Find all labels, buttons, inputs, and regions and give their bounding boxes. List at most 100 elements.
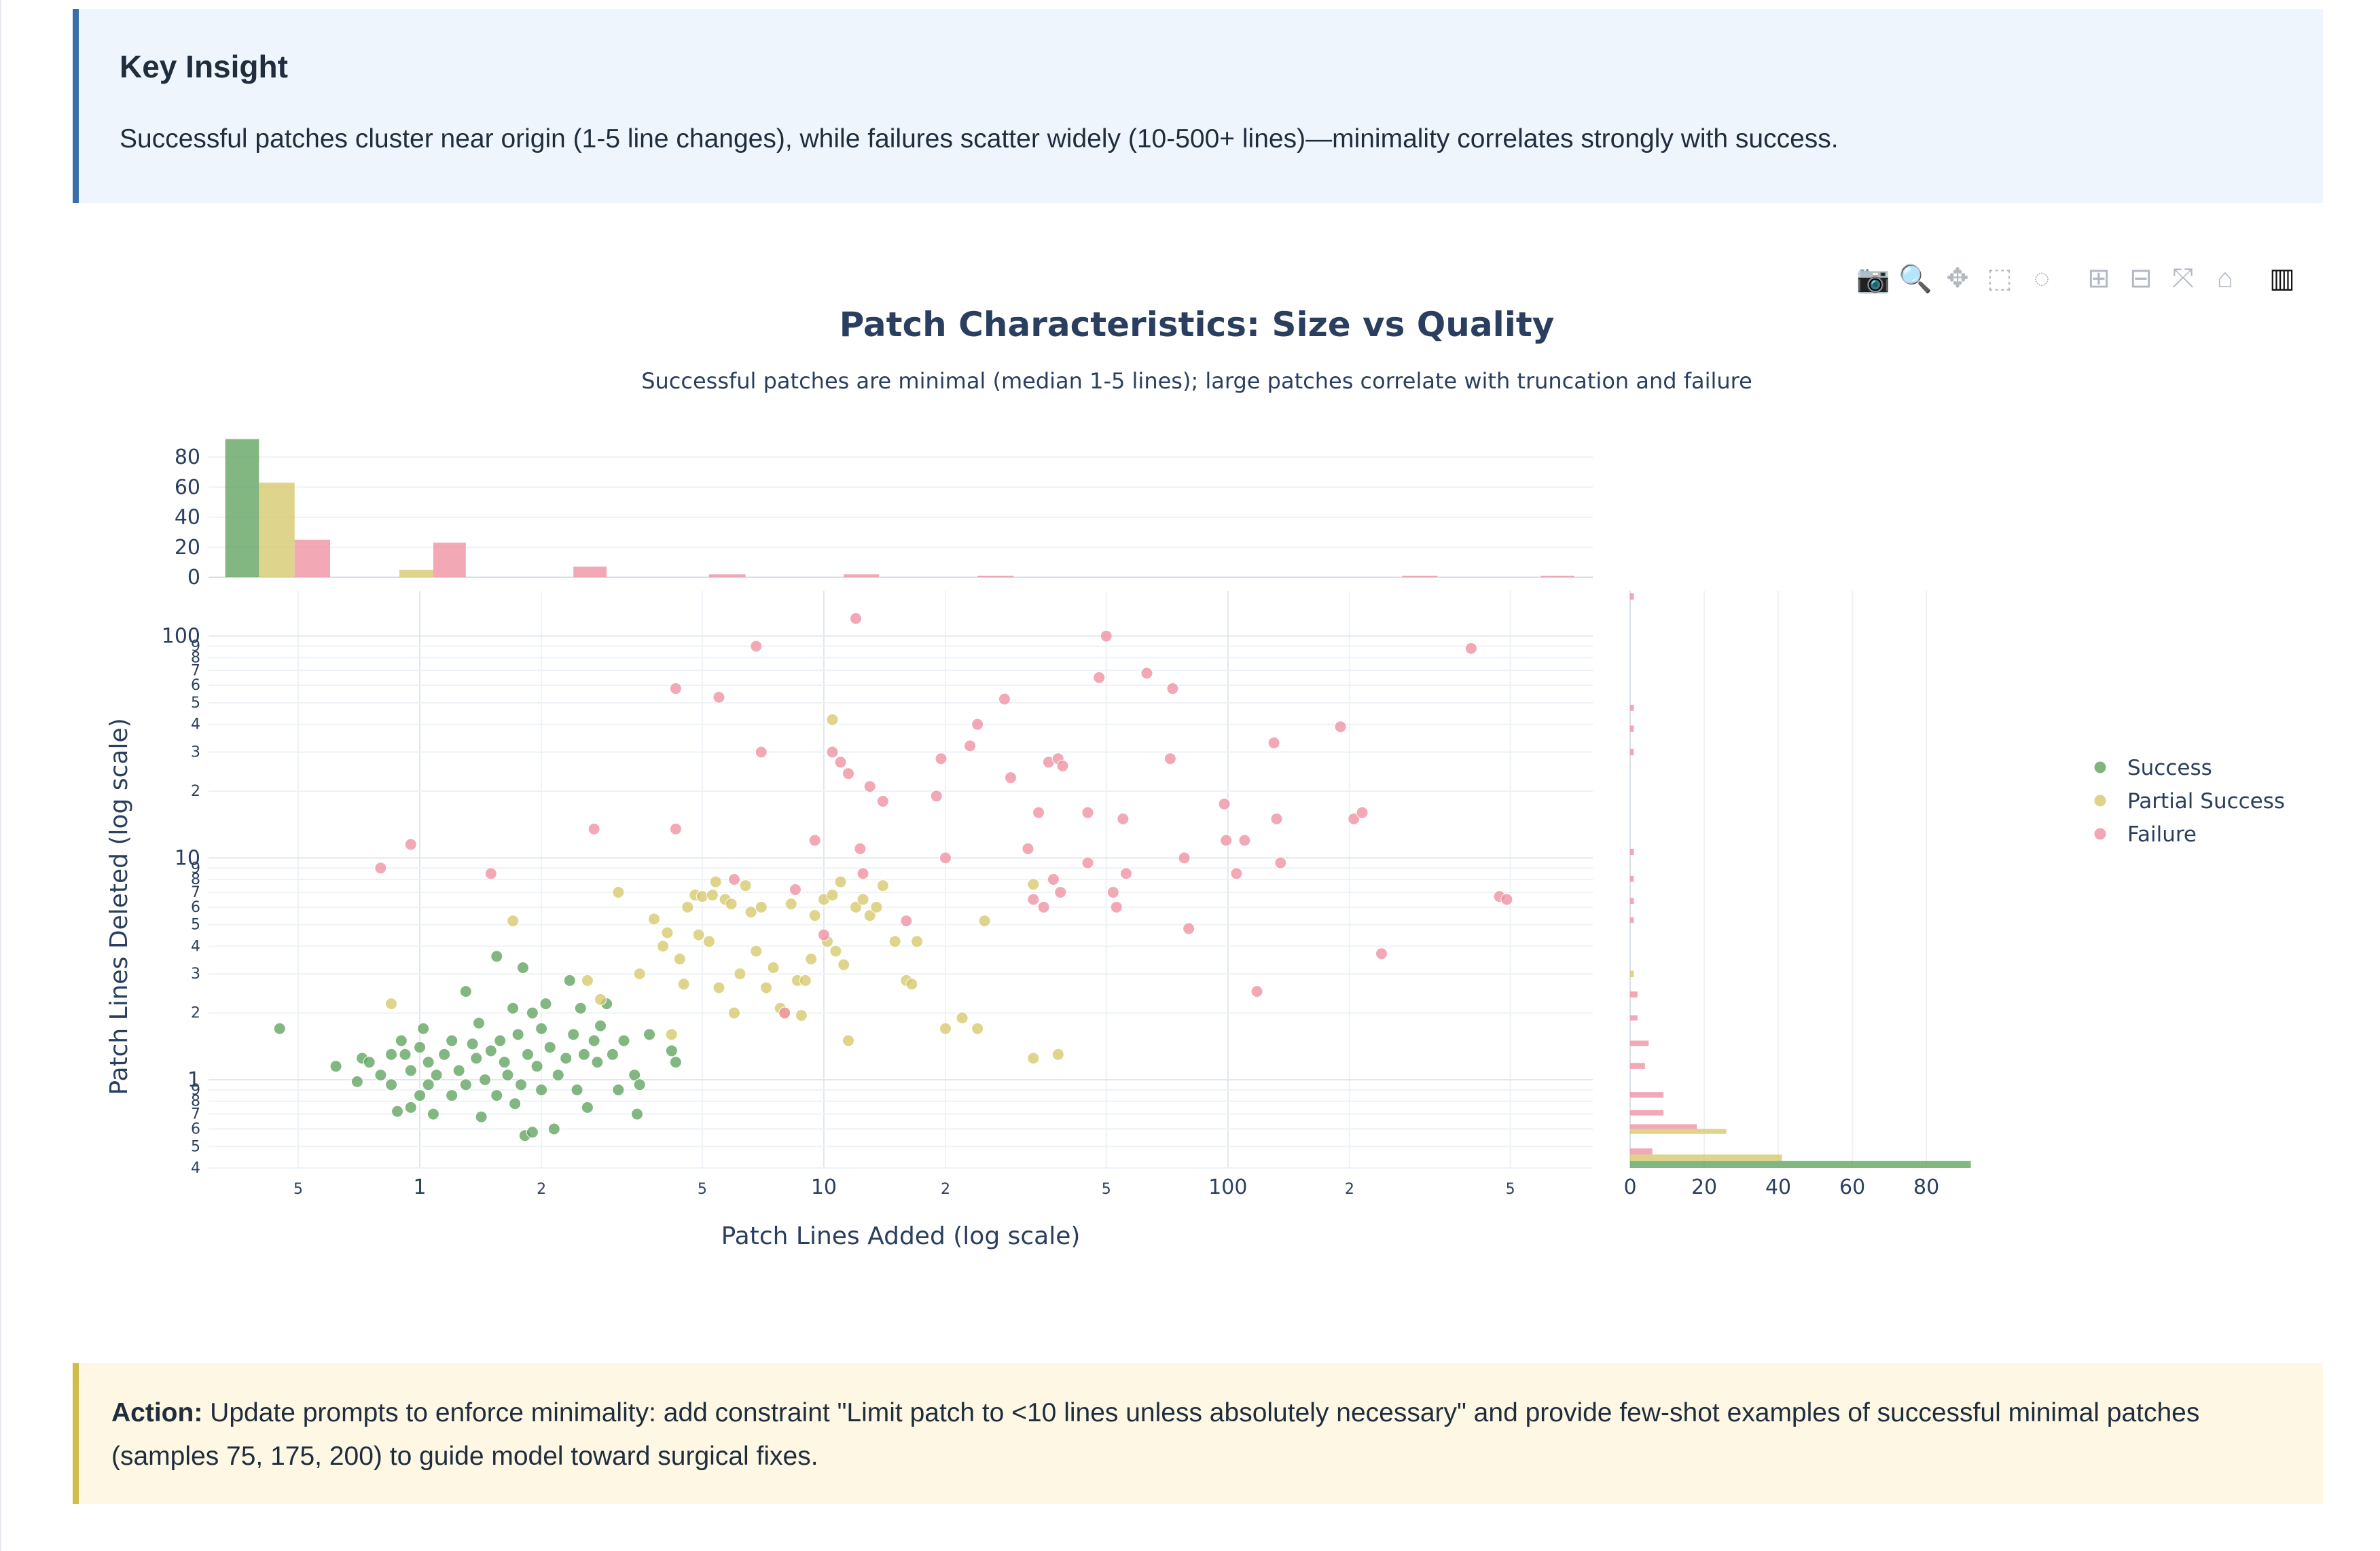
scatter-point [1334,720,1347,733]
top-hist-bar [844,574,880,577]
legend-item[interactable]: Failure [2094,822,2197,847]
key-insight-title: Key Insight [120,49,288,84]
scatter-point [438,1048,451,1061]
scatter-point [978,915,991,928]
scatter-point [446,1034,458,1047]
scatter-point [612,1083,625,1096]
scatter-point [1119,867,1132,880]
scatter-point [404,838,417,851]
right-hist-bar [1630,1129,1727,1134]
top-hist-bar [708,574,746,577]
scatter-point [805,953,818,966]
plotly-logo-icon[interactable]: ▥ [2269,263,2295,293]
scatter-point [760,981,773,994]
scatter-point [577,1048,590,1061]
y-axis-title: Patch Lines Deleted (log scale) [105,718,133,1095]
scatter-point [581,1101,594,1114]
scatter-point [1267,736,1280,749]
scatter-point [863,780,876,793]
scatter-point [1027,893,1040,906]
scatter-point [681,900,694,913]
scatter-point [935,752,948,765]
scatter-point [515,1078,528,1091]
scatter-point [665,1044,678,1057]
scatter-point [571,1083,583,1096]
series-partial-success [385,713,1064,1065]
y-tick-label: 6 [191,677,200,694]
scatter-point [404,1101,417,1114]
scatter-point [1166,682,1179,695]
scatter-point [1047,873,1060,886]
autoscale-icon[interactable]: ⤧ [2172,263,2194,293]
scatter-point [1218,797,1231,810]
scatter-grid [209,591,1593,1169]
lasso-select-icon[interactable]: ◌ [2034,263,2050,293]
scatter-point [543,1041,556,1054]
scatter-point [829,945,842,957]
scatter-point [702,935,715,948]
scatter-point [998,693,1011,706]
x-tick-label: 2 [941,1181,950,1198]
series-success [273,950,682,1142]
right-hist-bar [1630,1110,1664,1116]
legend-item[interactable]: Partial Success [2094,789,2286,814]
scatter-point [1238,834,1251,847]
zoom-in-icon[interactable]: ⊞ [2087,263,2110,293]
scatter-point [739,879,752,892]
box-select-icon[interactable]: ⬚ [1987,263,2013,293]
action-text: Action: Update prompts to enforce minima… [111,1391,2278,1478]
y-tick-label: 8 [191,871,200,888]
scatter-point [350,1075,363,1088]
scatter-point [900,915,913,928]
scatter-point [665,1028,678,1041]
zoom-icon[interactable]: 🔍 [1898,263,1932,294]
top-hist-tick-label: 60 [175,475,200,499]
zoom-out-icon[interactable]: ⊟ [2129,263,2152,293]
scatter-point [1004,771,1017,784]
scatter-point [1032,806,1045,819]
scatter-point [509,1097,522,1110]
scatter-point [374,1069,387,1082]
scatter-point [1348,812,1360,825]
x-tick-label: 5 [1506,1181,1515,1198]
top-hist-bar [1540,575,1574,577]
x-tick-label: 10 [811,1175,837,1199]
right-hist-bar [1630,1015,1638,1021]
right-hist-tick-label: 20 [1691,1175,1717,1199]
scatter-point [808,834,821,847]
scatter-point [475,1110,488,1123]
chart-container: 📷 🔍 ✥ ⬚ ◌ ⊞ ⊟ ⤧ ⌂ ▥ Patch Characteristics: Size v… [73,238,2323,1338]
scatter-point [385,1048,398,1061]
scatter-point [834,756,847,769]
action-callout: Action: Update prompts to enforce minima… [73,1363,2323,1504]
scatter-point [876,879,889,892]
y-tick-label: 4 [191,716,200,733]
scatter-point [273,1022,286,1035]
top-hist-bar [294,539,331,577]
scatter-point [755,900,768,913]
scatter-point [547,1123,560,1135]
scatter-point [850,612,863,625]
scatter-point [910,935,923,948]
reset-axes-icon[interactable]: ⌂ [2216,263,2234,293]
scatter-point [1054,886,1067,898]
scatter-point [363,1056,376,1069]
scatter-point [374,862,387,875]
legend-label: Partial Success [2127,789,2285,814]
y-tick-label: 9 [191,638,200,655]
camera-icon[interactable]: 📷 [1856,263,1890,294]
scatter-point [1110,900,1123,913]
scatter-point [484,867,497,880]
scatter-point [1051,1048,1064,1061]
pan-icon[interactable]: ✥ [1946,263,1969,293]
right-hist-bar [1630,1124,1697,1129]
scatter-point [1056,759,1069,772]
scatter-point [826,746,839,759]
scatter-point [588,1034,600,1047]
scatter-point [507,915,520,928]
scatter-point [581,974,594,987]
left-border [0,0,1,1551]
scatter-point [494,1034,507,1047]
chart-subtitle: Successful patches are minimal (median 1… [641,368,1752,394]
legend-item[interactable]: Success [2094,756,2212,780]
